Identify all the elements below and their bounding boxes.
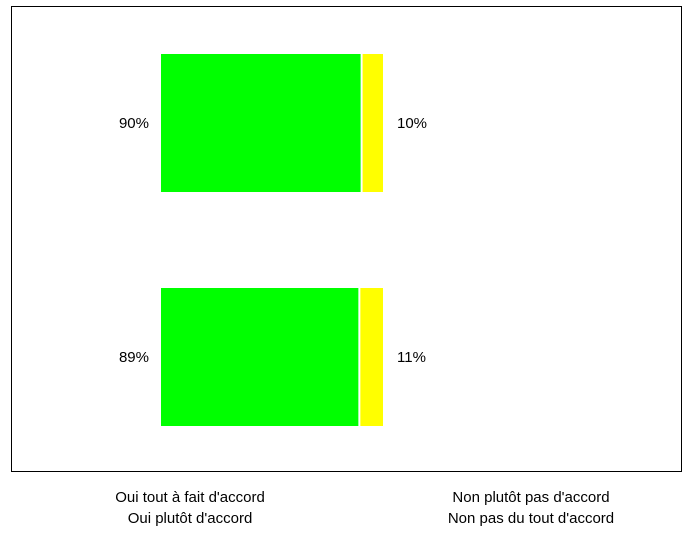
bar-positive-row1 bbox=[161, 54, 361, 192]
legend-negative-line2: Non pas du tout d'accord bbox=[447, 510, 615, 527]
legend-positive-line1: Oui tout à fait d'accord bbox=[115, 489, 265, 506]
legend-positive-line2: Oui plutôt d'accord bbox=[127, 510, 253, 527]
legend-positive: Oui tout à fait d'accord Oui plutôt d'ac… bbox=[90, 487, 290, 529]
legend-negative-line1: Non plutôt pas d'accord bbox=[452, 489, 610, 506]
data-label-positive-row1: 90% bbox=[119, 115, 149, 132]
data-label-negative-row2: 11% bbox=[397, 349, 426, 366]
bar-negative-row1 bbox=[362, 54, 383, 192]
data-label-negative-row1: 10% bbox=[397, 115, 427, 132]
data-label-positive-row2: 89% bbox=[119, 349, 149, 366]
bar-positive-row2 bbox=[161, 288, 359, 426]
legend-negative: Non plutôt pas d'accord Non pas du tout … bbox=[416, 487, 646, 529]
bar-negative-row2 bbox=[360, 288, 383, 426]
